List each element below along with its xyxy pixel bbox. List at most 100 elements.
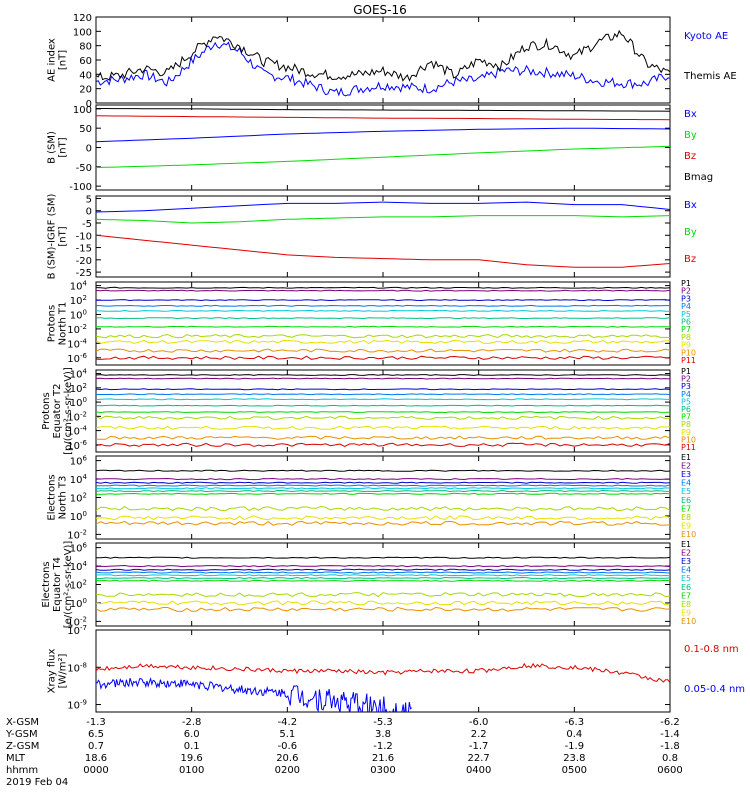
panel-frame [95, 16, 671, 104]
y-tick-label: 5 [86, 194, 92, 205]
series-line-e2 [96, 477, 670, 481]
legend-label: P7 [681, 325, 691, 334]
y-tick-label: 10-7 [67, 624, 87, 637]
series-line-p6 [96, 404, 670, 407]
series-line-bmag [96, 108, 670, 112]
series-line-p9 [96, 339, 670, 345]
y-tick-label: -15 [76, 244, 92, 255]
x-row-label: Y-GSM [5, 729, 38, 740]
legend-label: P1 [681, 279, 691, 288]
y-tick-label: 100 [70, 510, 87, 523]
legend-label: E10 [681, 530, 696, 539]
series-line-themis-ae [96, 29, 670, 82]
x-row-value: -1.8 [660, 741, 680, 752]
y-tick-label: 100 [73, 27, 92, 38]
panel-frame [95, 281, 671, 366]
series-group [96, 201, 670, 268]
legend-label: P6 [681, 405, 691, 414]
legend-label: E5 [681, 487, 691, 496]
x-row-value: -1.7 [469, 741, 489, 752]
y-tick-label: 10-2 [67, 323, 87, 336]
series-line-p1 [96, 286, 670, 289]
y-axis-label: Electrons [47, 474, 58, 520]
legend-label: E1 [681, 540, 691, 549]
y-tick-label: 10-4 [67, 425, 87, 438]
series-line-p5 [96, 398, 670, 401]
legend-label: E2 [681, 549, 691, 558]
y-axis-label: [nT] [58, 226, 69, 246]
y-tick-label: 10-8 [67, 661, 87, 674]
x-row-label: hhmm [6, 765, 38, 776]
series-line-0-05-0-4-nm [96, 676, 413, 712]
legend-label: Bz [684, 151, 696, 162]
series-group [96, 29, 670, 97]
y-tick-label: -10 [76, 231, 92, 242]
x-row-value: 22.7 [468, 753, 490, 764]
series-line-e2 [96, 564, 670, 568]
y-tick-label: 102 [70, 579, 87, 592]
legend-label: E4 [681, 479, 691, 488]
plot-title: GOES-16 [353, 3, 407, 17]
series-line-e8 [96, 592, 670, 598]
legend-label: P9 [681, 428, 691, 437]
series-line-kyoto-ae [96, 41, 670, 97]
legend-label: Bx [684, 200, 697, 211]
y-axis-label: B (SM)-IGRF (SM) [47, 194, 58, 280]
x-row-value: 2.2 [471, 729, 487, 740]
y-tick-label: 104 [70, 280, 88, 293]
series-line-p10 [96, 348, 670, 353]
series-line-p3 [96, 388, 670, 391]
x-row-value: 0.7 [88, 741, 104, 752]
y-axis-label: [W/m²] [58, 653, 69, 688]
y-tick-label: 104 [70, 368, 88, 381]
legend-label: P3 [681, 294, 691, 303]
series-line-e10 [96, 606, 670, 612]
x-row-value: -0.6 [278, 741, 298, 752]
y-tick-label: 120 [73, 13, 92, 24]
y-tick-label: 102 [70, 492, 87, 505]
series-line-p11 [96, 355, 670, 360]
y-tick-label: 0 [86, 207, 92, 218]
x-row-value: 21.6 [372, 753, 394, 764]
legend-label: E8 [681, 600, 691, 609]
series-line-p11 [96, 442, 670, 447]
x-row-value: -6.0 [469, 717, 489, 728]
series-group [96, 374, 670, 447]
series-line-p4 [96, 304, 670, 307]
legend-label: Themis AE [683, 71, 737, 82]
date-label: 2019 Feb 04 [6, 777, 68, 788]
legend-label: P4 [681, 390, 691, 399]
y-axis-label: [nT] [58, 50, 69, 70]
panel-frame [95, 455, 671, 540]
panel-electrons-t4: 10-2 100 102 104 106 Electrons Equator T4 [e/(c… [41, 540, 696, 628]
y-axis-label: [p/(cm²-s-sr-keV)] [63, 367, 74, 455]
legend-label: P10 [681, 435, 696, 444]
x-row-value: 6.5 [88, 729, 104, 740]
y-tick-label: -100 [69, 182, 92, 193]
series-group [96, 556, 670, 612]
y-tick-label: 102 [70, 382, 87, 395]
legend-label: E3 [681, 470, 691, 479]
series-line-p2 [96, 289, 670, 292]
y-tick-label: -5 [82, 219, 92, 230]
legend-label: E6 [681, 583, 691, 592]
series-line-p3 [96, 299, 670, 302]
panel-b-sm: -100 -50 0 50 100 B (SM) [nT] Bx By Bz Bmag [47, 104, 713, 193]
x-row-value: 19.6 [181, 753, 203, 764]
x-row-value: 0200 [275, 765, 300, 776]
series-line-e6 [96, 489, 670, 493]
x-row-label: MLT [6, 753, 26, 764]
series-line-e5 [96, 487, 670, 490]
series-line-p4 [96, 393, 670, 396]
legend-label: P11 [681, 356, 696, 365]
legend-label: P5 [681, 310, 691, 319]
y-axis-label: [nT] [58, 137, 69, 157]
legend-label: P4 [681, 302, 691, 311]
x-row-value: 0500 [562, 765, 587, 776]
legend-label: E3 [681, 557, 691, 566]
y-tick-label: 106 [70, 455, 88, 468]
